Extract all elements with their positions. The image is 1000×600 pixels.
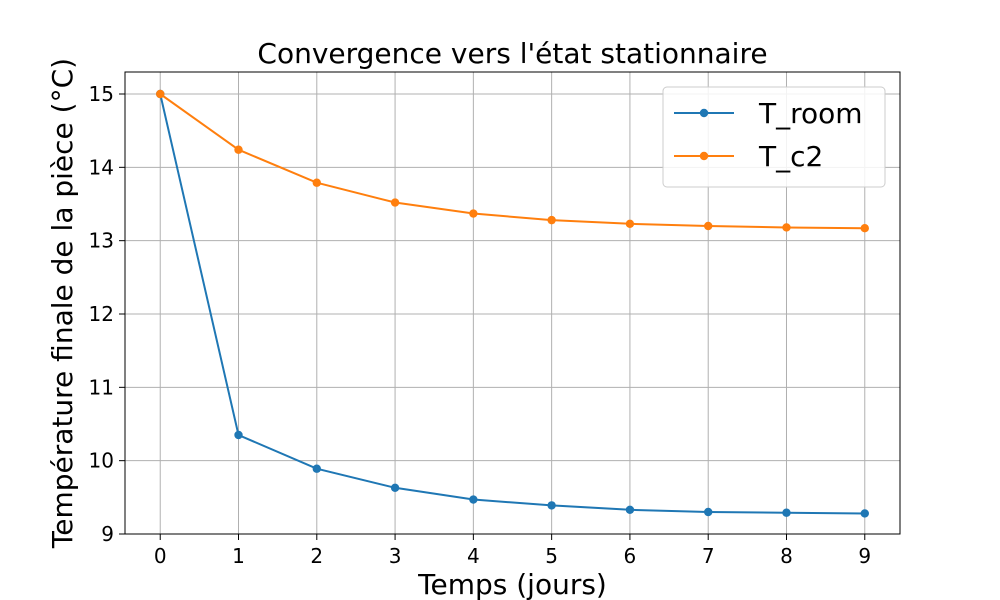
data-point: [312, 178, 321, 187]
data-point: [469, 209, 478, 218]
x-tick-label: 6: [624, 544, 637, 568]
series-line: [159, 93, 865, 515]
legend-swatch-marker: [699, 151, 709, 161]
series-layer: [156, 89, 869, 518]
plot-area-frame: [124, 71, 901, 535]
y-tick-label: 11: [89, 375, 114, 399]
data-point: [782, 508, 791, 517]
legend: T_room T_c2: [662, 86, 886, 188]
legend-swatch-marker: [699, 108, 709, 118]
legend-item: T_room: [674, 97, 863, 130]
y-tick-label: 12: [89, 302, 114, 326]
x-tick-label: 2: [310, 544, 323, 568]
data-point: [625, 219, 635, 228]
data-point: [390, 483, 400, 492]
x-tick-label: 0: [154, 544, 167, 568]
data-point: [469, 495, 478, 504]
x-axis-ticks: 0 1 2 3 4 5 6 7 8 9: [154, 534, 871, 568]
x-tick-label: 3: [389, 544, 402, 568]
data-point: [156, 89, 165, 99]
data-point: [234, 430, 243, 440]
data-point: [625, 505, 635, 514]
series-t-c2: [156, 89, 869, 233]
data-point: [312, 464, 321, 473]
data-point: [704, 221, 713, 231]
data-point: [547, 215, 556, 225]
data-point: [547, 501, 556, 510]
data-point: [704, 507, 713, 517]
data-point: [234, 145, 243, 154]
data-point: [390, 198, 400, 207]
data-point: [782, 223, 791, 232]
series-line: [159, 93, 865, 230]
legend-label: T_c2: [758, 140, 823, 173]
data-point: [860, 509, 869, 518]
series-t-room: [156, 89, 869, 518]
chart-title: Convergence vers l'état stationnaire: [257, 37, 767, 70]
y-tick-label: 9: [101, 522, 114, 546]
x-tick-label: 5: [545, 544, 558, 568]
y-tick-label: 15: [89, 82, 114, 106]
y-axis-label: Température finale de la pièce (°C): [46, 58, 79, 549]
x-axis-label: Temps (jours): [417, 568, 607, 600]
x-tick-label: 1: [232, 544, 245, 568]
legend-item: T_c2: [674, 140, 823, 173]
x-tick-label: 8: [780, 544, 793, 568]
y-tick-label: 10: [89, 449, 114, 473]
y-axis-ticks: 9 10 11 12 13 14 15: [89, 82, 125, 546]
y-tick-label: 13: [89, 229, 114, 253]
y-tick-label: 14: [89, 155, 114, 179]
x-tick-label: 9: [858, 544, 871, 568]
data-point: [860, 224, 869, 233]
legend-label: T_room: [758, 97, 863, 130]
x-tick-label: 4: [467, 544, 480, 568]
x-tick-label: 7: [702, 544, 715, 568]
